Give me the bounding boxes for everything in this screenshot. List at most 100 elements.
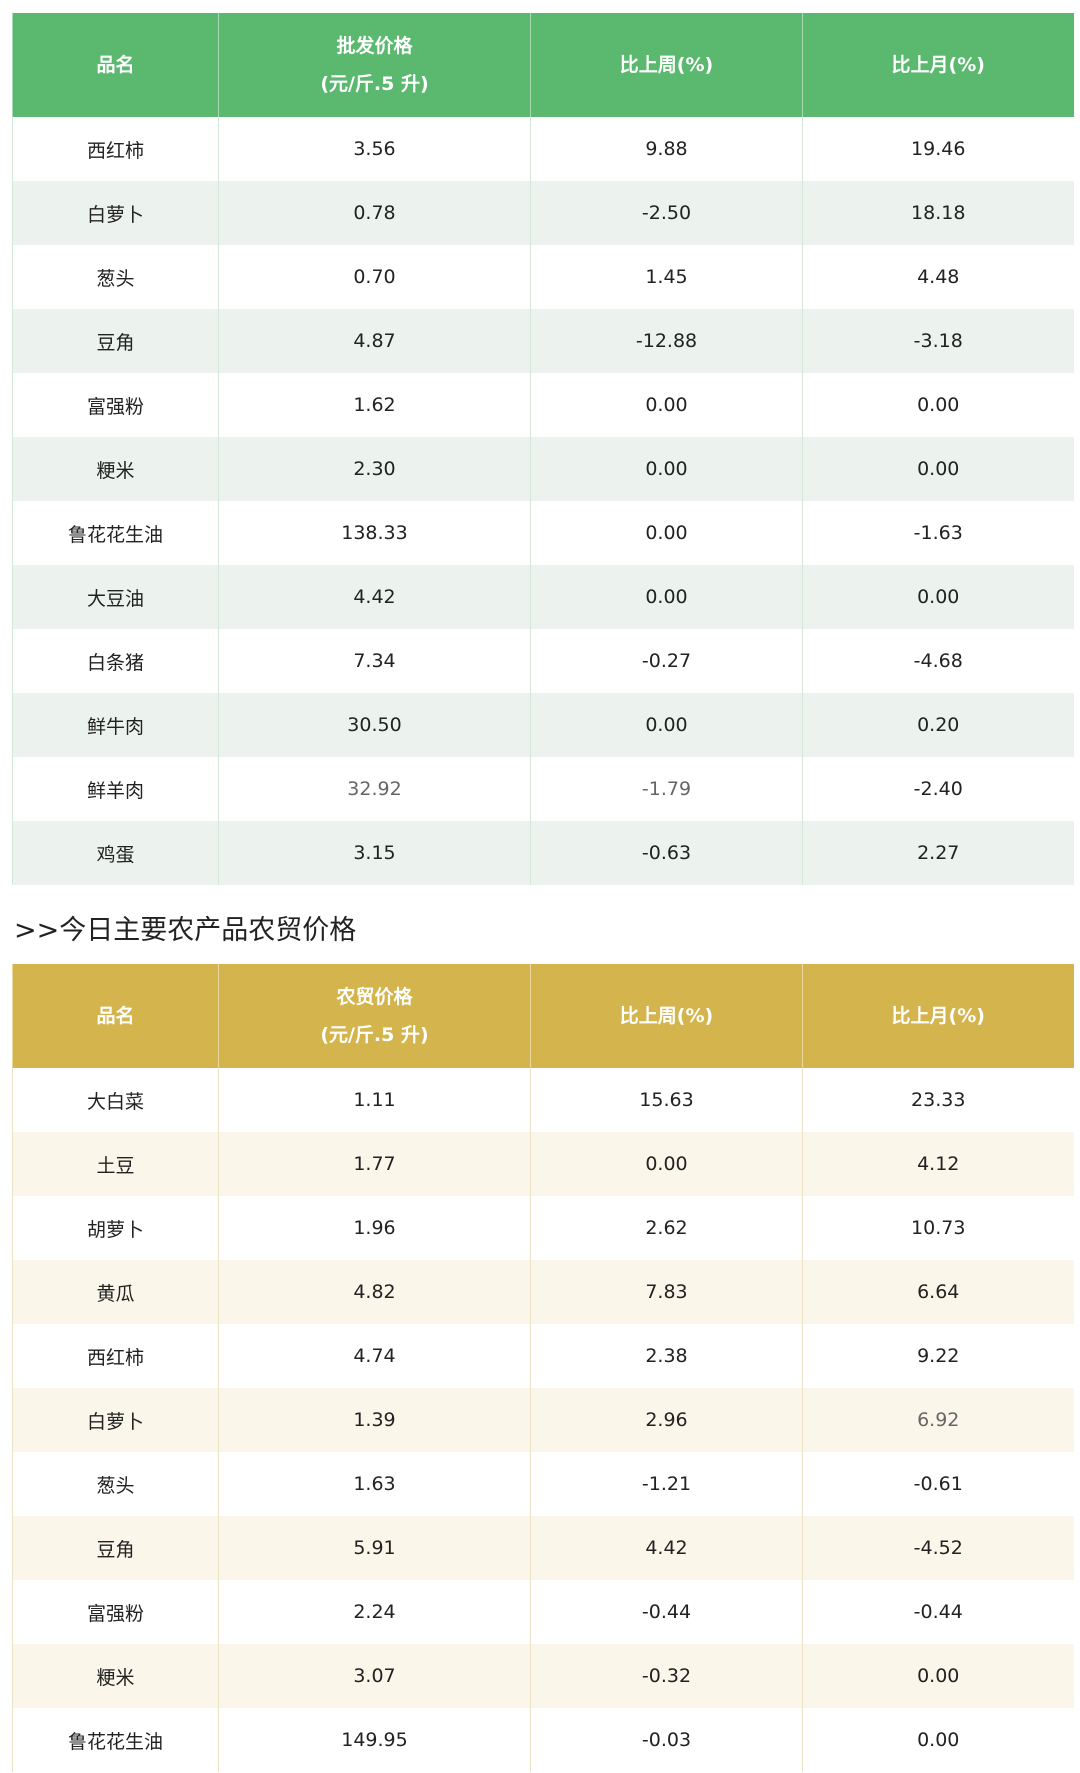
cell-week-change: -0.27 bbox=[530, 629, 803, 693]
cell-price: 0.78 bbox=[218, 181, 531, 245]
cell-week-change: 1.45 bbox=[530, 245, 803, 309]
cell-price: 149.95 bbox=[218, 1708, 531, 1772]
cell-month-change: 18.18 bbox=[802, 181, 1074, 245]
cell-week-change: -1.79 bbox=[530, 757, 803, 821]
cell-week-change: 0.00 bbox=[530, 437, 803, 501]
cell-item-name: 豆角 bbox=[12, 1516, 219, 1580]
cell-item-name: 黄瓜 bbox=[12, 1260, 219, 1324]
cell-item-name: 胡萝卜 bbox=[12, 1196, 219, 1260]
header-price-label: 农贸价格 bbox=[336, 986, 413, 1008]
cell-price: 138.33 bbox=[218, 501, 531, 565]
cell-month-change: 4.48 bbox=[802, 245, 1074, 309]
wholesale-price-table: 品名 批发价格 (元/斤.5 升) 比上周(%) 比上月(%) 西红柿 3.56 9.… bbox=[12, 13, 1074, 885]
cell-month-change: 19.46 bbox=[802, 117, 1074, 181]
cell-month-change: 9.22 bbox=[802, 1324, 1074, 1388]
cell-price: 3.56 bbox=[218, 117, 531, 181]
cell-week-change: 4.42 bbox=[530, 1516, 803, 1580]
table-row: 鲜羊肉 32.92 -1.79 -2.40 bbox=[12, 757, 1074, 821]
cell-item-name: 豆角 bbox=[12, 309, 219, 373]
cell-item-name: 鸡蛋 bbox=[12, 821, 219, 885]
cell-week-change: 2.38 bbox=[530, 1324, 803, 1388]
table-row: 胡萝卜 1.96 2.62 10.73 bbox=[12, 1196, 1074, 1260]
cell-item-name: 鲜牛肉 bbox=[12, 693, 219, 757]
cell-item-name: 白条猪 bbox=[12, 629, 219, 693]
market-price-table: 品名 农贸价格 (元/斤.5 升) 比上周(%) 比上月(%) 大白菜 1.11 15… bbox=[12, 964, 1074, 1772]
cell-month-change: 10.73 bbox=[802, 1196, 1074, 1260]
table-row: 鲁花花生油 149.95 -0.03 0.00 bbox=[12, 1708, 1074, 1772]
cell-week-change: -0.44 bbox=[530, 1580, 803, 1644]
cell-month-change: -1.63 bbox=[802, 501, 1074, 565]
cell-item-name: 西红柿 bbox=[12, 1324, 219, 1388]
cell-item-name: 葱头 bbox=[12, 1452, 219, 1516]
cell-price: 3.07 bbox=[218, 1644, 531, 1708]
table-row: 鲜牛肉 30.50 0.00 0.20 bbox=[12, 693, 1074, 757]
cell-item-name: 鲁花花生油 bbox=[12, 1708, 219, 1772]
cell-week-change: -0.63 bbox=[530, 821, 803, 885]
table-row: 白萝卜 1.39 2.96 6.92 bbox=[12, 1388, 1074, 1452]
table-row: 富强粉 1.62 0.00 0.00 bbox=[12, 373, 1074, 437]
cell-month-change: -2.40 bbox=[802, 757, 1074, 821]
cell-month-change: -0.44 bbox=[802, 1580, 1074, 1644]
cell-price: 4.87 bbox=[218, 309, 531, 373]
cell-month-change: 23.33 bbox=[802, 1068, 1074, 1132]
cell-month-change: -4.52 bbox=[802, 1516, 1074, 1580]
cell-month-change: 2.27 bbox=[802, 821, 1074, 885]
header-week-change: 比上周(%) bbox=[530, 13, 803, 117]
table-row: 鲁花花生油 138.33 0.00 -1.63 bbox=[12, 501, 1074, 565]
cell-price: 1.62 bbox=[218, 373, 531, 437]
cell-week-change: 0.00 bbox=[530, 1132, 803, 1196]
table-row: 粳米 2.30 0.00 0.00 bbox=[12, 437, 1074, 501]
header-price-unit: (元/斤.5 升) bbox=[320, 1024, 429, 1046]
cell-month-change: 0.00 bbox=[802, 437, 1074, 501]
cell-week-change: -0.03 bbox=[530, 1708, 803, 1772]
table-row: 豆角 4.87 -12.88 -3.18 bbox=[12, 309, 1074, 373]
header-price-label: 批发价格 bbox=[336, 35, 413, 57]
cell-month-change: 0.00 bbox=[802, 1644, 1074, 1708]
cell-price: 0.70 bbox=[218, 245, 531, 309]
cell-month-change: 0.00 bbox=[802, 373, 1074, 437]
header-price-unit: (元/斤.5 升) bbox=[320, 73, 429, 95]
cell-month-change: 6.92 bbox=[802, 1388, 1074, 1452]
cell-item-name: 白萝卜 bbox=[12, 1388, 219, 1452]
cell-price: 5.91 bbox=[218, 1516, 531, 1580]
cell-week-change: -2.50 bbox=[530, 181, 803, 245]
cell-week-change: 0.00 bbox=[530, 373, 803, 437]
cell-month-change: 0.00 bbox=[802, 565, 1074, 629]
cell-price: 1.11 bbox=[218, 1068, 531, 1132]
header-month-change: 比上月(%) bbox=[802, 13, 1074, 117]
cell-week-change: 2.96 bbox=[530, 1388, 803, 1452]
cell-price: 7.34 bbox=[218, 629, 531, 693]
cell-price: 1.96 bbox=[218, 1196, 531, 1260]
cell-week-change: 15.63 bbox=[530, 1068, 803, 1132]
cell-price: 2.30 bbox=[218, 437, 531, 501]
table-row: 粳米 3.07 -0.32 0.00 bbox=[12, 1644, 1074, 1708]
cell-month-change: -3.18 bbox=[802, 309, 1074, 373]
cell-item-name: 大豆油 bbox=[12, 565, 219, 629]
cell-item-name: 大白菜 bbox=[12, 1068, 219, 1132]
table-row: 白条猪 7.34 -0.27 -4.68 bbox=[12, 629, 1074, 693]
cell-week-change: 0.00 bbox=[530, 501, 803, 565]
cell-item-name: 鲜羊肉 bbox=[12, 757, 219, 821]
header-name: 品名 bbox=[12, 964, 219, 1068]
cell-price: 1.77 bbox=[218, 1132, 531, 1196]
cell-week-change: 0.00 bbox=[530, 565, 803, 629]
cell-item-name: 粳米 bbox=[12, 1644, 219, 1708]
table-row: 富强粉 2.24 -0.44 -0.44 bbox=[12, 1580, 1074, 1644]
cell-price: 1.63 bbox=[218, 1452, 531, 1516]
table-row: 西红柿 3.56 9.88 19.46 bbox=[12, 117, 1074, 181]
table-row: 白萝卜 0.78 -2.50 18.18 bbox=[12, 181, 1074, 245]
cell-week-change: -12.88 bbox=[530, 309, 803, 373]
table-row: 西红柿 4.74 2.38 9.22 bbox=[12, 1324, 1074, 1388]
cell-item-name: 西红柿 bbox=[12, 117, 219, 181]
cell-price: 4.74 bbox=[218, 1324, 531, 1388]
cell-month-change: 0.00 bbox=[802, 1708, 1074, 1772]
cell-item-name: 粳米 bbox=[12, 437, 219, 501]
cell-week-change: -0.32 bbox=[530, 1644, 803, 1708]
cell-month-change: 4.12 bbox=[802, 1132, 1074, 1196]
table-row: 大白菜 1.11 15.63 23.33 bbox=[12, 1068, 1074, 1132]
cell-item-name: 白萝卜 bbox=[12, 181, 219, 245]
table-row: 大豆油 4.42 0.00 0.00 bbox=[12, 565, 1074, 629]
header-name: 品名 bbox=[12, 13, 219, 117]
cell-item-name: 鲁花花生油 bbox=[12, 501, 219, 565]
cell-price: 2.24 bbox=[218, 1580, 531, 1644]
